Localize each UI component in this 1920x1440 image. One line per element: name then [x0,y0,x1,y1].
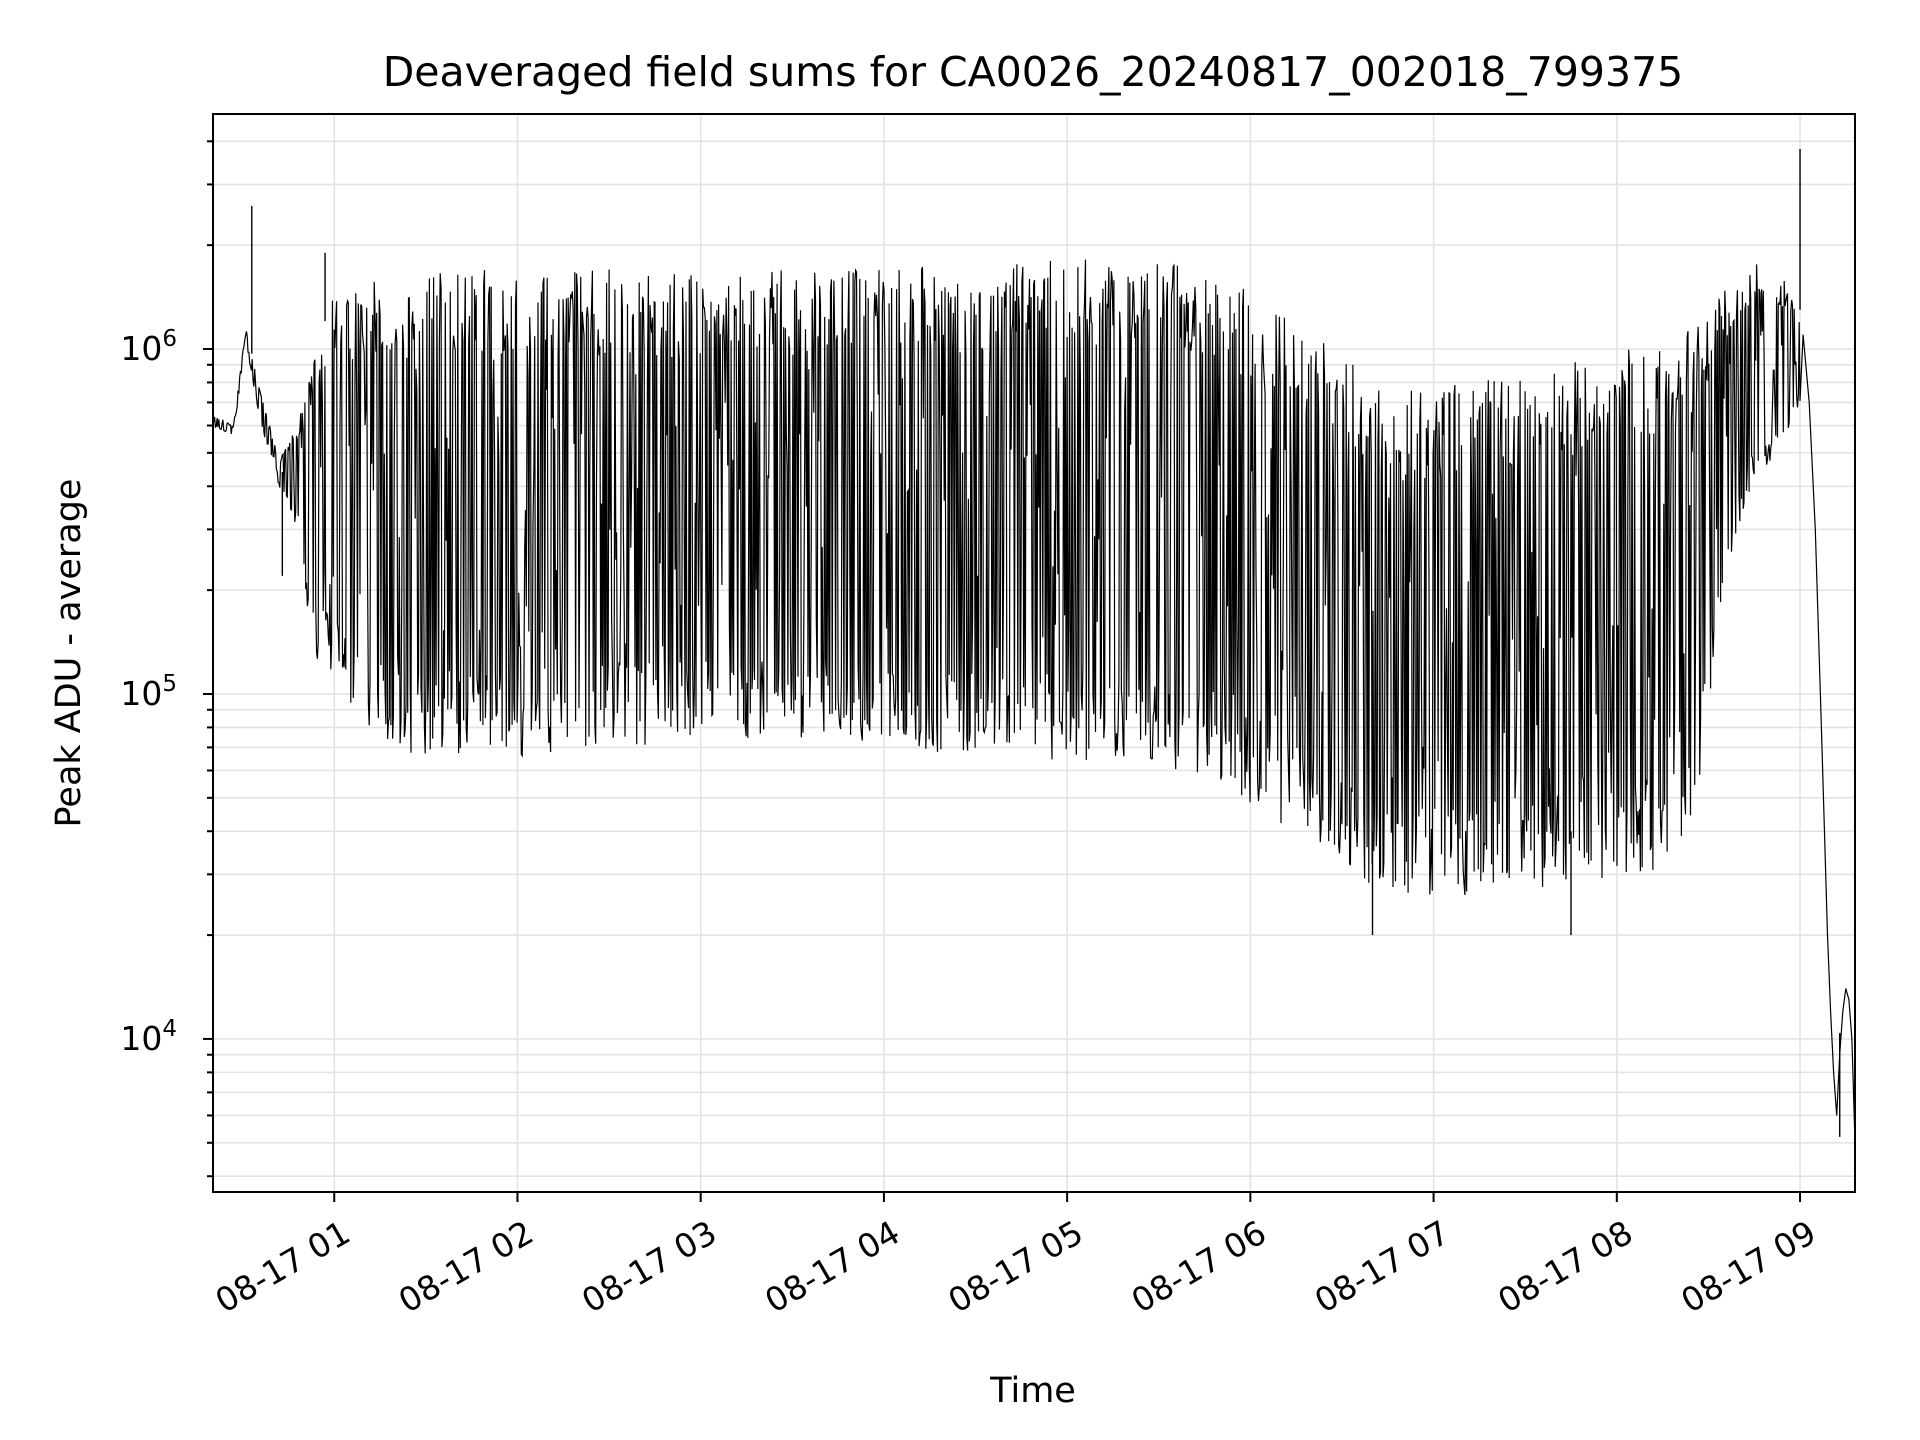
y-axis: 104 105 106 [120,140,213,1178]
plot-area [211,148,1856,1143]
chart-title: Deaveraged field sums for CA0026_2024081… [383,48,1684,96]
y-axis-label: Peak ADU - average [49,479,89,828]
series-line [211,259,1856,1143]
y-tick-label: 106 [120,326,177,368]
x-axis-label: Time [989,1371,1076,1411]
axes-frame [212,113,1856,1193]
y-tick-label: 105 [120,671,177,713]
y-tick-label: 104 [120,1016,177,1058]
